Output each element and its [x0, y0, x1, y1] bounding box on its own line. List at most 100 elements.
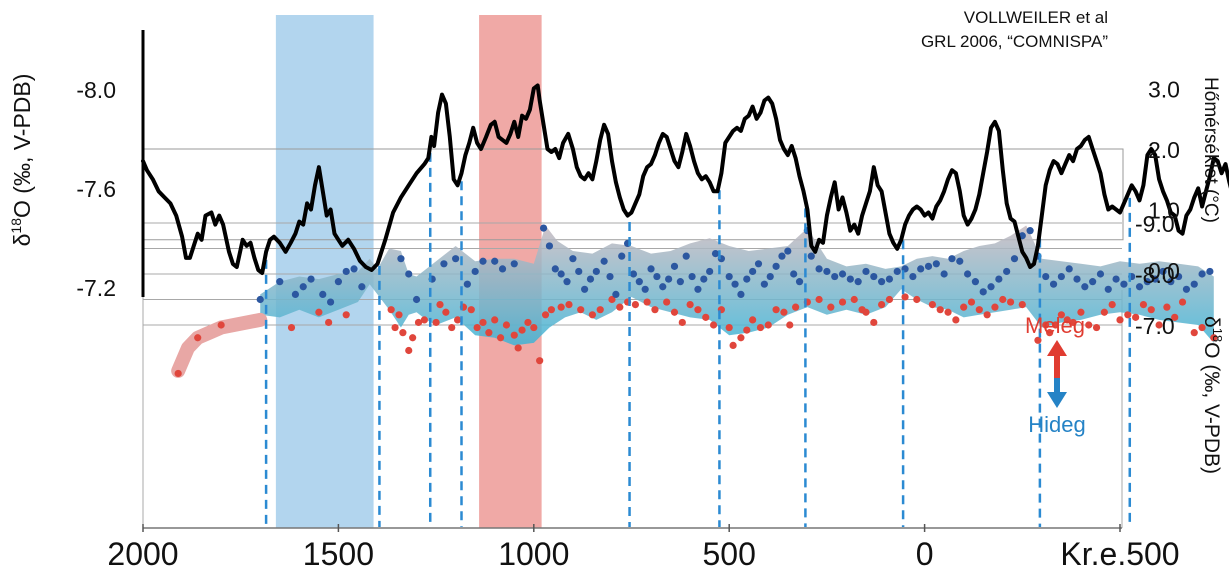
temperature-panel — [141, 83, 1229, 275]
warm-point-46 — [651, 306, 659, 314]
warm-point-57 — [737, 334, 745, 342]
warm-point-4 — [315, 308, 323, 316]
cold-point-3 — [299, 283, 307, 291]
cold-point-45 — [670, 262, 679, 270]
cold-point-60 — [760, 280, 768, 288]
warm-point-97 — [1077, 308, 1085, 316]
cold-point-19 — [479, 257, 487, 265]
oxygen-isotope-panel — [171, 224, 1218, 378]
warm-point-1 — [194, 334, 202, 342]
cold-point-29 — [575, 267, 583, 276]
temp-tick-label-1: 2.0 — [1148, 137, 1180, 163]
early-isotope-trend — [171, 312, 268, 378]
cold-point-21 — [498, 265, 507, 273]
d18o-tick-label-1: -8.0 — [1135, 262, 1175, 288]
warm-point-16 — [436, 301, 444, 309]
cold-point-55 — [731, 280, 739, 288]
cold-point-87 — [956, 257, 964, 265]
warm-point-67 — [815, 295, 823, 304]
cold-point-12 — [405, 270, 413, 278]
cold-point-34 — [606, 272, 614, 281]
cold-point-85 — [940, 270, 948, 278]
cold-point-54 — [725, 272, 733, 281]
d18o-tick-label-0: -7.0 — [1135, 313, 1175, 339]
cold-point-17 — [463, 280, 471, 288]
attribution-line-2: GRL 2006, “COMNISPA” — [921, 32, 1108, 51]
cold-point-20 — [491, 257, 499, 265]
legend-warm-label: Meleg — [1025, 313, 1085, 338]
cold-point-117 — [1190, 280, 1198, 288]
cold-point-52 — [711, 250, 720, 258]
cold-point-93 — [1003, 267, 1011, 276]
warm-point-55 — [725, 323, 733, 332]
warm-point-37 — [565, 301, 573, 309]
warm-point-86 — [991, 303, 999, 311]
warm-point-14 — [420, 316, 428, 324]
cold-point-101 — [1065, 265, 1073, 273]
right-axis-title-d18o: δ18O (‰, V-PDB) — [1200, 316, 1225, 474]
warm-point-100 — [1100, 308, 1108, 316]
cold-point-24 — [545, 242, 554, 250]
cold-point-111 — [1143, 278, 1151, 286]
cold-point-119 — [1206, 267, 1214, 276]
cold-point-22 — [510, 260, 518, 268]
x-tick-label-5: Kr.e.500 — [1060, 536, 1179, 571]
cold-point-78 — [885, 275, 894, 283]
cold-point-32 — [592, 267, 600, 276]
warm-point-53 — [709, 321, 718, 329]
cold-point-83 — [924, 262, 933, 270]
warm-point-45 — [643, 298, 651, 306]
d18o-tick-label-2: -9.0 — [1135, 211, 1175, 237]
warm-point-113 — [1210, 334, 1218, 342]
warm-point-93 — [1051, 321, 1060, 329]
warm-point-10 — [399, 329, 407, 337]
cold-point-79 — [893, 267, 901, 276]
warm-point-51 — [694, 306, 702, 314]
cold-point-35 — [612, 290, 620, 298]
cold-point-5 — [319, 290, 327, 298]
warm-point-88 — [1006, 298, 1015, 306]
cold-point-8 — [342, 267, 350, 276]
cold-point-2 — [291, 290, 300, 298]
cold-point-103 — [1081, 283, 1089, 291]
cold-point-114 — [1167, 278, 1175, 286]
left-tick-label-0: -8.0 — [76, 77, 116, 103]
warm-point-110 — [1178, 298, 1187, 306]
warm-point-90 — [1034, 336, 1042, 344]
warm-point-3 — [287, 323, 296, 332]
warm-point-38 — [577, 306, 585, 314]
warm-point-94 — [1057, 311, 1065, 319]
cold-point-112 — [1151, 275, 1159, 283]
warm-point-108 — [1163, 303, 1171, 311]
warm-point-52 — [702, 313, 710, 321]
warm-point-11 — [405, 346, 413, 355]
warm-point-12 — [409, 334, 417, 342]
warm-point-34 — [541, 311, 550, 319]
cold-point-99 — [1049, 280, 1058, 288]
warm-point-84 — [975, 306, 983, 314]
cold-point-18 — [471, 267, 479, 276]
warm-point-87 — [999, 295, 1007, 304]
warm-point-68 — [827, 303, 835, 311]
cold-point-91 — [987, 283, 995, 291]
warm-point-101 — [1108, 301, 1116, 309]
cold-point-100 — [1057, 272, 1065, 281]
cold-point-104 — [1089, 278, 1097, 286]
left-axis-title: δ18O (‰, V-PDB) — [8, 74, 35, 247]
warm-point-102 — [1116, 316, 1124, 324]
cold-point-108 — [1120, 280, 1128, 288]
cold-point-102 — [1073, 275, 1081, 283]
left-tick-label-2: -7.2 — [76, 275, 116, 301]
x-tick-label-2: 1000 — [498, 536, 569, 571]
warm-point-13 — [414, 318, 423, 327]
cold-point-62 — [772, 262, 780, 270]
warm-point-41 — [608, 295, 616, 304]
cold-point-56 — [737, 290, 745, 298]
cold-point-73 — [846, 275, 854, 283]
warm-point-31 — [524, 318, 532, 327]
cold-point-0 — [256, 295, 264, 304]
cold-point-74 — [854, 278, 862, 286]
warm-point-62 — [772, 306, 780, 314]
cold-point-115 — [1175, 272, 1183, 281]
cold-point-42 — [653, 272, 661, 281]
